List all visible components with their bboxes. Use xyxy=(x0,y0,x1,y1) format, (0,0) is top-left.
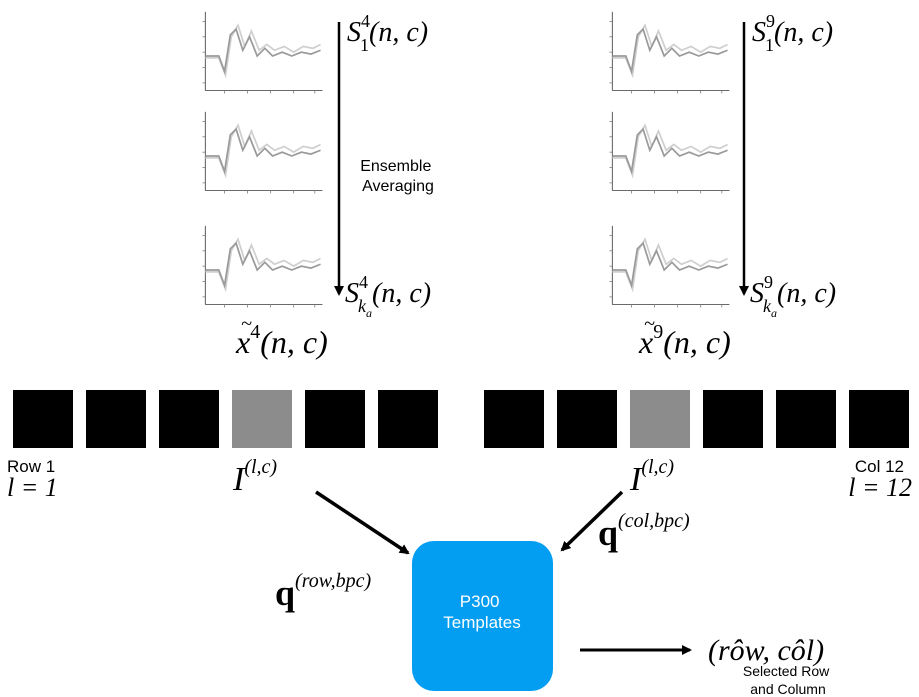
left-intensity-label: I(l,c) xyxy=(232,456,277,498)
row-feature-arrow xyxy=(315,490,410,555)
left-epoch-plot-2 xyxy=(201,110,324,195)
flash-square xyxy=(378,390,438,448)
flash-square xyxy=(849,390,909,448)
flash-square xyxy=(703,390,763,448)
flash-square xyxy=(484,390,544,448)
flash-square xyxy=(159,390,219,448)
left-avg-tilde: ~ xyxy=(241,313,252,335)
flash-square xyxy=(86,390,146,448)
flash-square xyxy=(776,390,836,448)
ensemble-averaging-label: Ensemble Averaging xyxy=(360,158,436,195)
right-avg-tilde: ~ xyxy=(644,313,655,335)
row-label: Row 1 xyxy=(7,457,55,476)
selected-row-col-label: Selected Row and Column xyxy=(743,663,833,697)
row-index-label: l = 1 xyxy=(7,473,58,502)
left-bottom-epoch-label: S4 ka(n, c) xyxy=(345,272,431,320)
left-top-epoch-label: S4 1(n, c) xyxy=(347,11,428,55)
left-epoch-stack xyxy=(201,10,324,309)
left-averaged-label: x4(n, c) xyxy=(235,321,328,360)
p300-templates-label: P300 Templates xyxy=(443,592,520,632)
col-template-vector-label: q(col,bpc) xyxy=(598,510,690,553)
p300-templates-box xyxy=(412,541,553,691)
left-epoch-plot-3 xyxy=(201,224,324,309)
right-epoch-plot-1 xyxy=(608,10,731,95)
column-flash-squares xyxy=(484,390,909,448)
col-index-label: l = 12 xyxy=(848,473,912,502)
row-flash-squares xyxy=(13,390,438,448)
right-epoch-plot-2 xyxy=(608,110,731,195)
flash-square xyxy=(305,390,365,448)
right-intensity-label: I(l,c) xyxy=(629,456,674,498)
flash-square xyxy=(13,390,73,448)
right-top-epoch-label: S9 1(n, c) xyxy=(752,11,833,55)
right-bottom-epoch-label: S9 ka(n, c) xyxy=(750,272,836,320)
selected-output-label: (rôw, côl) xyxy=(708,634,824,667)
col-feature-arrow xyxy=(560,490,624,552)
col-label: Col 12 xyxy=(855,457,904,476)
right-epoch-plot-3 xyxy=(608,224,731,309)
right-averaged-label: x9(n, c) xyxy=(638,321,731,360)
row-template-vector-label: q(row,bpc) xyxy=(275,570,371,613)
left-epoch-plot-1 xyxy=(201,10,324,95)
flash-square-highlighted xyxy=(232,390,292,448)
right-epoch-stack xyxy=(608,10,731,309)
flash-square xyxy=(557,390,617,448)
flash-square-highlighted xyxy=(630,390,690,448)
